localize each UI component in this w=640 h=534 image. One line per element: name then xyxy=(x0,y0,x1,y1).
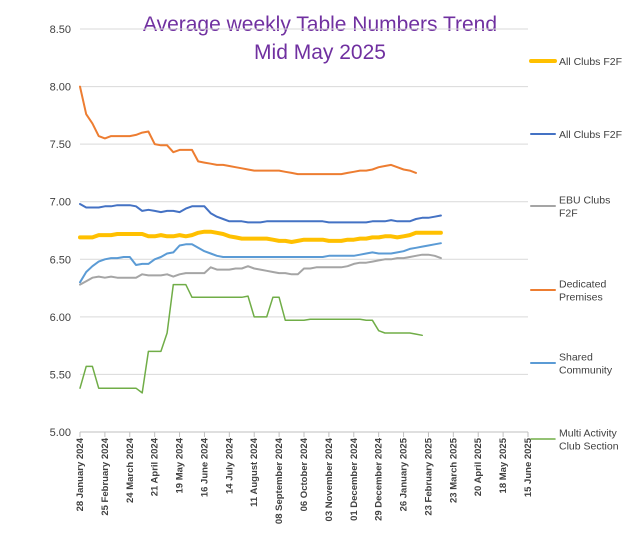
x-tick-label: 16 June 2024 xyxy=(199,437,210,497)
x-tick-label: 03 November 2024 xyxy=(324,437,335,521)
x-tick-label: 29 December 2024 xyxy=(374,437,385,521)
series-line-5 xyxy=(79,242,442,284)
legend-label: All Clubs F2F xyxy=(559,129,622,141)
legend-label: Dedicated xyxy=(559,279,606,291)
y-tick-label: 6.50 xyxy=(50,254,71,266)
x-tick-label: 11 August 2024 xyxy=(249,437,260,507)
y-tick-label: 8.50 xyxy=(50,24,71,36)
y-tick-label: 5.00 xyxy=(50,427,71,439)
series-line-4 xyxy=(79,85,417,176)
x-tick-label: 23 March 2025 xyxy=(448,437,459,503)
x-tick-label: 21 April 2024 xyxy=(150,437,161,496)
x-tick-label: 08 September 2024 xyxy=(274,437,285,524)
legend-label: Community xyxy=(559,365,613,377)
series-line-2 xyxy=(79,203,442,224)
series-line-3 xyxy=(79,253,442,286)
y-tick-label: 7.00 xyxy=(50,197,71,209)
x-tick-label: 20 April 2025 xyxy=(473,437,484,496)
x-tick-label: 06 October 2024 xyxy=(299,437,310,511)
legend-label: F2F xyxy=(559,208,578,220)
series-line-6 xyxy=(79,283,423,394)
x-tick-label: 01 December 2024 xyxy=(349,437,360,521)
legend-label: Club Section xyxy=(559,441,619,453)
x-tick-label: 25 February 2024 xyxy=(100,437,111,515)
series-line-1 xyxy=(78,229,443,244)
gridlines xyxy=(80,28,528,433)
y-tick-label: 5.50 xyxy=(50,369,71,381)
x-tick-label: 19 May 2024 xyxy=(175,437,186,493)
x-tick-label: 24 March 2024 xyxy=(125,437,136,503)
x-tick-label: 15 June 2025 xyxy=(523,437,534,497)
x-tick-label: 23 February 2025 xyxy=(423,437,434,515)
x-tick-label: 28 January 2024 xyxy=(75,437,86,511)
legend-label: Shared xyxy=(559,352,593,364)
y-tick-label: 6.00 xyxy=(50,312,71,324)
x-tick-label: 14 July 2024 xyxy=(224,437,235,494)
x-tick-label: 18 May 2025 xyxy=(498,437,509,493)
legend-label: Multi Activity xyxy=(559,428,618,440)
chart-title-line-2: Mid May 2025 xyxy=(254,41,386,64)
axes: 5.00 5.50 6.00 6.50 7.00 7.50 8.00 8.50 28 Janua… xyxy=(50,24,534,524)
x-tick-label: 26 January 2025 xyxy=(399,437,410,511)
y-tick-label: 8.00 xyxy=(50,82,71,94)
legend-label: Premises xyxy=(559,292,603,304)
y-tick-label: 7.50 xyxy=(50,139,71,151)
legend-label: EBU Clubs xyxy=(559,195,610,207)
chart-title-line-1: Average weekly Table Numbers Trend xyxy=(143,13,497,36)
legend-label: All Clubs F2F xyxy=(559,56,622,68)
series-lines xyxy=(78,85,443,394)
